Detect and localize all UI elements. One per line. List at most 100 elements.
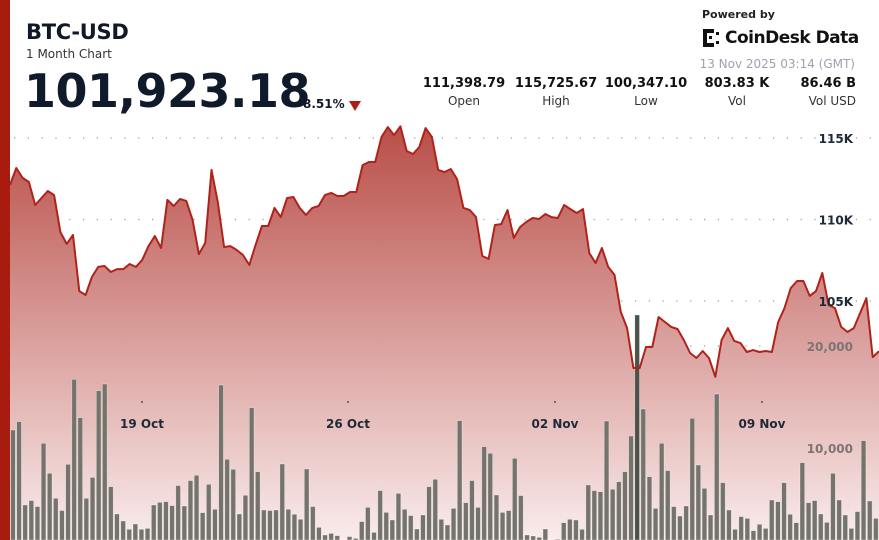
- volume-bar: [169, 505, 175, 540]
- volume-bar: [799, 462, 805, 540]
- volume-bar: [505, 510, 512, 540]
- volume-bar: [261, 509, 267, 540]
- volume-bar: [646, 476, 653, 540]
- volume-bar: [493, 494, 500, 540]
- volume-bar: [193, 474, 200, 540]
- volume-bar: [622, 471, 628, 540]
- stat-value: 115,725.67: [514, 76, 598, 91]
- volume-bar: [536, 537, 542, 540]
- volume-bar: [463, 502, 469, 540]
- price-area: [10, 126, 879, 540]
- volume-bar: [677, 515, 683, 540]
- volume-bar: [151, 504, 157, 540]
- volume-bar: [334, 535, 340, 540]
- volume-bar: [401, 508, 408, 540]
- stat-high: 115,725.67 High: [512, 76, 600, 108]
- volume-bar: [144, 528, 151, 540]
- volume-bar: [310, 506, 316, 540]
- stat-low: 100,347.10 Low: [602, 76, 690, 108]
- chart-period: 1 Month Chart: [26, 47, 112, 61]
- volume-bar: [469, 480, 475, 540]
- volume-bar: [738, 516, 744, 540]
- volume-bar: [499, 512, 506, 540]
- volume-bar: [524, 534, 530, 540]
- volume-bars: [10, 314, 879, 540]
- volume-bar: [395, 493, 402, 540]
- volume-bar: [542, 528, 548, 540]
- volume-bar: [750, 530, 757, 540]
- volume-bar: [456, 420, 463, 540]
- volume-bar: [481, 446, 487, 540]
- volume-bar: [83, 497, 89, 540]
- volume-bar: [787, 513, 793, 540]
- volume-bar: [291, 513, 298, 540]
- stat-vol-usd: 86.46 B Vol USD: [790, 76, 856, 108]
- volume-bar: [352, 538, 359, 540]
- price-change: -8.51%: [298, 97, 345, 111]
- x-tick-mark: [347, 401, 349, 403]
- coindesk-logo-icon: [703, 29, 719, 47]
- volume-bar: [683, 505, 689, 540]
- volume-bar: [793, 522, 799, 540]
- volume-bar: [328, 533, 334, 540]
- volume-bar: [206, 483, 212, 540]
- volume-bar: [836, 499, 842, 540]
- volume-bar: [824, 522, 830, 540]
- price-axis-label: 105K: [819, 295, 854, 309]
- volume-bar: [114, 513, 120, 540]
- volume-bar: [450, 508, 457, 540]
- volume-bar: [487, 452, 493, 540]
- stat-value: 803.83 K: [704, 76, 770, 91]
- brand-name: CoinDesk Data: [725, 28, 859, 48]
- volume-bar: [518, 495, 524, 540]
- volume-bar: [567, 518, 573, 540]
- volume-bar: [756, 523, 763, 540]
- volume-bar: [860, 440, 867, 540]
- volume-bar: [714, 393, 720, 540]
- volume-bar: [573, 519, 579, 540]
- stat-label: Open: [447, 94, 481, 108]
- volume-bar: [187, 480, 194, 540]
- volume-bar: [163, 501, 169, 540]
- volume-bar: [108, 486, 114, 540]
- volume-bar: [157, 502, 163, 540]
- x-tick-mark: [141, 401, 143, 403]
- date-axis-label: 19 Oct: [120, 417, 164, 431]
- volume-bar: [77, 417, 83, 540]
- volume-bar: [28, 500, 34, 540]
- axis-labels: 115K 110K 105K 20,000 10,000 19 Oct 26 Oct 02 N…: [120, 132, 854, 456]
- volume-bar: [279, 463, 285, 540]
- volume-bar: [218, 384, 224, 540]
- volume-bar: [175, 485, 181, 540]
- volume-bar: [775, 501, 781, 540]
- stat-value: 100,347.10: [604, 76, 688, 91]
- volume-bar: [181, 505, 187, 540]
- volume-bar: [59, 510, 65, 540]
- stat-label: Vol: [728, 94, 746, 108]
- volume-bar: [671, 506, 677, 540]
- volume-bar: [303, 468, 310, 540]
- volume-bar: [842, 514, 848, 540]
- volume-bar: [597, 491, 604, 540]
- volume-bar: [359, 521, 365, 540]
- volume-bar: [561, 522, 567, 540]
- powered-by-label: Powered by: [702, 8, 775, 21]
- volume-bar: [249, 407, 255, 540]
- volume-bar: [616, 481, 622, 540]
- volume-bar: [848, 528, 854, 540]
- volume-axis-label: 10,000: [807, 442, 853, 456]
- volume-bar: [707, 514, 714, 540]
- volume-bar: [65, 463, 71, 540]
- volume-bar: [297, 518, 304, 540]
- volume-bar: [120, 520, 126, 540]
- volume-bar: [805, 502, 812, 540]
- volume-bar: [285, 508, 291, 540]
- price-line: [9, 125, 879, 378]
- volume-bar: [389, 519, 395, 540]
- volume-bar: [873, 518, 879, 540]
- volume-bar: [236, 513, 242, 540]
- stat-label: Vol USD: [808, 94, 856, 108]
- date-axis-label: 26 Oct: [326, 417, 370, 431]
- volume-bar: [322, 534, 328, 540]
